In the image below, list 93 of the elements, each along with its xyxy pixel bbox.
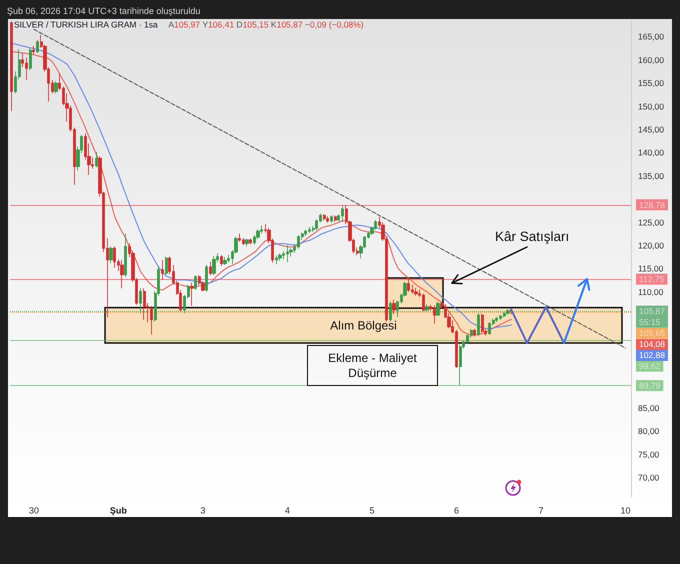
y-tick-label: 160,00: [638, 54, 664, 65]
candlestick: [245, 238, 249, 247]
x-tick-label: 6: [454, 506, 459, 516]
candlestick: [223, 256, 227, 266]
candlestick: [473, 328, 476, 337]
candlestick: [433, 304, 436, 324]
chart-subtitle: A105,97 Y106,41 D105,15 K105,87 −0,09 (−0,08%): [168, 20, 364, 30]
candlestick: [278, 252, 282, 262]
candlestick: [477, 312, 480, 336]
candlestick: [414, 287, 418, 296]
y-tick-label: 75,00: [638, 449, 660, 460]
candlestick: [227, 254, 230, 263]
candlestick: [212, 255, 216, 276]
candlestick: [495, 316, 498, 322]
band-label: Alım Bölgesi: [330, 318, 397, 332]
candlestick: [334, 214, 337, 222]
y-tick-label: 140,00: [638, 148, 664, 158]
candlestick: [143, 288, 146, 320]
candlestick: [503, 312, 506, 318]
annotation: Ekleme - Maliyet Düşürme: [307, 345, 438, 386]
candlestick: [326, 216, 329, 224]
candlestick: [124, 233, 127, 278]
y-tick-label: 85,00: [638, 402, 660, 413]
candlestick: [297, 234, 300, 250]
y-tick-label: 80,00: [638, 426, 660, 436]
candlestick: [341, 204, 344, 223]
candlestick: [161, 259, 164, 280]
x-tick-label: 10: [620, 506, 630, 516]
ref-line-label: 105,65: [639, 328, 666, 338]
candlestick: [506, 308, 510, 316]
x-tick-label: 5: [369, 506, 374, 516]
y-tick-label: 110,00: [638, 286, 664, 297]
ref-line-label: 105,87 55:15: [639, 306, 666, 328]
text: 102,88: [636, 350, 668, 361]
y-tick-label: 145,00: [638, 124, 664, 135]
ref-line-label: 128,78: [639, 200, 666, 210]
candlestick: [220, 254, 223, 266]
candlestick: [499, 314, 502, 320]
ref-line-label: 99,62: [639, 361, 661, 372]
text: Şub 06, 2026 17:04 UTC+3 tarihinde oluşturuldu: [7, 6, 200, 17]
candlestick: [323, 214, 326, 221]
candlestick: [194, 274, 197, 290]
x-tick-label: Şub: [110, 506, 128, 516]
y-tick-label: 120,00: [638, 240, 664, 251]
candlestick: [392, 299, 396, 315]
x-tick-label: 7: [538, 506, 544, 516]
y-tick-label: 165,00: [638, 32, 664, 42]
candlestick: [120, 259, 124, 289]
candlestick: [54, 80, 58, 94]
candlestick: [209, 261, 212, 276]
text: 104,08: [636, 338, 668, 350]
y-tick-label: 70,00: [638, 472, 660, 483]
candlestick: [242, 238, 245, 246]
candlestick: [205, 264, 208, 292]
candlestick: [407, 276, 410, 292]
candlestick: [113, 246, 116, 268]
y-tick-label: 125,00: [638, 217, 664, 228]
candlestick: [488, 322, 491, 335]
candlestick: [481, 313, 484, 334]
y-tick-label: 150,00: [638, 101, 664, 112]
candlestick: [425, 304, 429, 312]
candlestick: [95, 151, 98, 168]
candlestick: [29, 48, 32, 71]
candlestick: [304, 229, 307, 237]
x-tick-label: 4: [284, 506, 290, 516]
chart-title: SILVER / TURKISH LIRA GRAM · 1sa: [14, 20, 158, 30]
candlestick: [36, 40, 39, 54]
candlestick: [165, 256, 168, 276]
candlestick: [275, 254, 278, 264]
y-tick-label: 115,00: [638, 264, 664, 274]
annotation: Kâr Satışları: [495, 229, 570, 246]
candlestick: [286, 244, 289, 263]
candlestick: [238, 233, 241, 242]
ref-line-label: 112,75: [639, 274, 665, 284]
candlestick: [150, 305, 153, 335]
candlestick: [330, 214, 333, 224]
candlestick: [308, 226, 311, 234]
y-tick-label: 155,00: [638, 78, 664, 88]
candlestick: [422, 293, 425, 312]
candlestick: [25, 57, 28, 80]
candlestick: [109, 246, 113, 264]
x-tick-label: 3: [200, 506, 206, 516]
x-tick-label: 30: [28, 506, 39, 516]
candlestick: [389, 300, 392, 322]
candlestick: [10, 20, 13, 112]
ref-line-label: 89,79: [639, 380, 661, 391]
candlestick: [32, 46, 35, 55]
candlestick: [459, 344, 462, 386]
candlestick: [249, 238, 252, 245]
candlestick: [436, 301, 440, 316]
candlestick: [139, 288, 142, 314]
candlestick: [190, 282, 194, 306]
y-tick-label: 135,00: [638, 170, 664, 181]
